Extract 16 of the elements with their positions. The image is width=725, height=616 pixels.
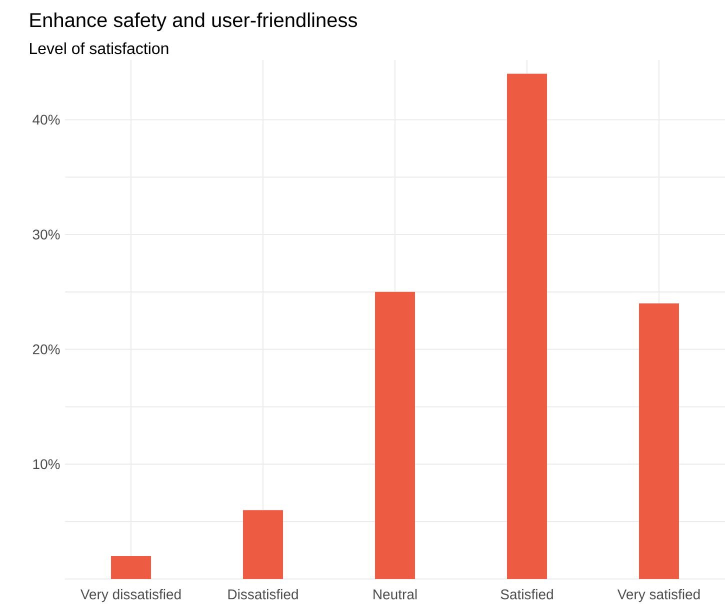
y-tick-label: 20% bbox=[32, 344, 60, 354]
chart-title: Enhance safety and user-friendliness bbox=[30, 12, 357, 32]
x-tick-label: Very satisfied bbox=[617, 589, 700, 602]
bar bbox=[243, 510, 283, 579]
y-tick-label: 30% bbox=[32, 230, 60, 240]
x-tick-label: Neutral bbox=[374, 589, 417, 600]
x-tick-label: Satisfied bbox=[500, 589, 553, 600]
y-tick-label: 40% bbox=[32, 114, 60, 125]
chart-subtitle: Level of satisfaction bbox=[30, 42, 168, 54]
bar bbox=[638, 303, 679, 579]
x-tick-label: Very dissatisfied bbox=[80, 589, 181, 602]
y-tick-label: 10% bbox=[33, 459, 60, 470]
bar bbox=[111, 556, 152, 579]
bar bbox=[507, 74, 547, 579]
x-tick-label: Dissatisfied bbox=[228, 589, 298, 600]
bar bbox=[375, 292, 415, 579]
